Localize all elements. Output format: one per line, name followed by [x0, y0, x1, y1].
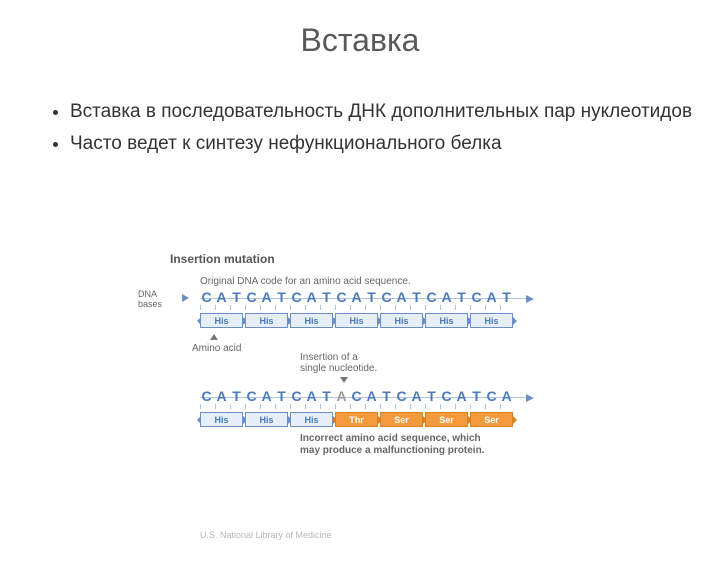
dna-base: C [380, 289, 395, 305]
amino-acid-box: Ser [425, 412, 468, 427]
tick-marks [200, 404, 520, 409]
amino-acid-box: His [245, 313, 288, 328]
dna-base: A [485, 289, 500, 305]
dna-base: C [290, 388, 305, 404]
dna-base: C [425, 289, 440, 305]
insertion-label: Insertion of a single nucleotide. [300, 352, 550, 374]
amino-acid-box: His [200, 412, 243, 427]
dna-base: C [335, 289, 350, 305]
sequence-mutated: CATCATCATACATCATCATCA [200, 388, 520, 404]
dna-base: T [275, 388, 290, 404]
bullet-list: Вставка в последовательность ДНК дополни… [50, 99, 720, 156]
amino-acid-box: His [200, 313, 243, 328]
incorrect-seq-label: Incorrect amino acid sequence, which may… [300, 433, 550, 457]
arrow-up-icon [210, 334, 218, 340]
dna-base: C [395, 388, 410, 404]
dna-base: A [410, 388, 425, 404]
dna-base: T [455, 289, 470, 305]
dna-base: A [350, 289, 365, 305]
dna-bases-label: DNA bases [138, 290, 162, 310]
dna-base: T [320, 289, 335, 305]
credit-line: U.S. National Library of Medicine [200, 530, 332, 540]
dna-base: A [260, 388, 275, 404]
dna-base: A [260, 289, 275, 305]
slide-title: Вставка [0, 22, 720, 59]
dna-base: A [440, 289, 455, 305]
dna-base: A [455, 388, 470, 404]
dna-base: T [380, 388, 395, 404]
dna-base: C [245, 388, 260, 404]
amino-acid-box: His [470, 313, 513, 328]
dna-base: C [440, 388, 455, 404]
amino-acid-box: His [335, 313, 378, 328]
insertion-mutation-diagram: Insertion mutation Original DNA code for… [170, 252, 550, 457]
dna-base: A [500, 388, 515, 404]
dna-base: C [470, 289, 485, 305]
dna-base: C [485, 388, 500, 404]
dna-base: C [200, 289, 215, 305]
dna-base: A [305, 388, 320, 404]
amino-acid-box: Thr [335, 412, 378, 427]
dna-base: T [425, 388, 440, 404]
dna-base: T [365, 289, 380, 305]
amino-acid-box: Ser [470, 412, 513, 427]
bullet-item: Вставка в последовательность ДНК дополни… [70, 99, 720, 125]
amino-row-original: HisHisHisHisHisHisHis [200, 313, 520, 328]
dna-base: T [230, 388, 245, 404]
amino-acid-box: His [290, 412, 333, 427]
dna-base: T [320, 388, 335, 404]
dna-base: C [200, 388, 215, 404]
bullet-item: Часто ведет к синтезу нефункционального … [70, 131, 720, 157]
dna-base: A [215, 388, 230, 404]
dna-base: T [275, 289, 290, 305]
dna-base: A [395, 289, 410, 305]
tick-marks [200, 305, 520, 310]
dna-base: C [290, 289, 305, 305]
amino-acid-box: His [380, 313, 423, 328]
amino-acid-box: His [245, 412, 288, 427]
dna-base: T [410, 289, 425, 305]
dna-base: T [230, 289, 245, 305]
dna-base: A [365, 388, 380, 404]
dna-base: A [215, 289, 230, 305]
amino-acid-box: His [290, 313, 333, 328]
amino-row-mutated: HisHisHisThrSerSerSer [200, 412, 520, 427]
amino-acid-box: His [425, 313, 468, 328]
dna-base: A [335, 388, 350, 404]
dna-base: C [350, 388, 365, 404]
dna-base: T [500, 289, 515, 305]
dna-base: A [305, 289, 320, 305]
amino-acid-box: Ser [380, 412, 423, 427]
arrow-down-icon [340, 377, 348, 383]
original-seq-label: Original DNA code for an amino acid sequ… [200, 276, 550, 287]
sequence-original: CATCATCATCATCATCATCAT [200, 289, 520, 305]
diagram-heading: Insertion mutation [170, 252, 550, 266]
dna-base: T [470, 388, 485, 404]
dna-base: C [245, 289, 260, 305]
